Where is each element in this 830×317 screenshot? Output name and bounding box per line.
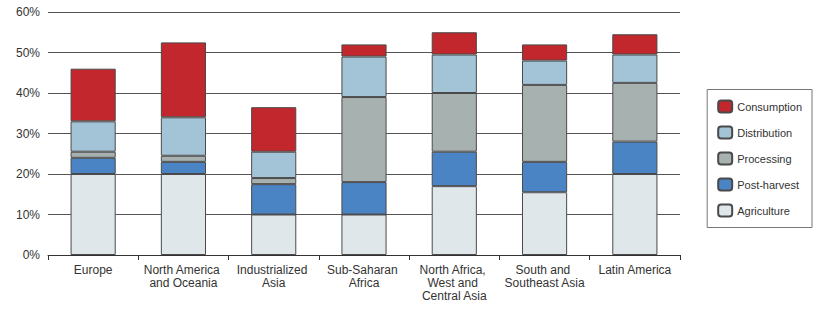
svg-text:40%: 40% [16,86,40,100]
svg-text:Distribution: Distribution [737,127,792,139]
svg-text:50%: 50% [16,46,40,60]
svg-text:North Africa,: North Africa, [420,263,489,277]
svg-text:Industrialized: Industrialized [237,263,311,277]
svg-text:South and: South and [516,263,574,277]
svg-text:Processing: Processing [737,153,791,165]
svg-text:and Oceania: and Oceania [149,276,217,290]
svg-text:West and: West and [427,276,481,290]
svg-text:Sub-Saharan: Sub-Saharan [327,263,401,277]
svg-text:10%: 10% [16,208,40,222]
svg-text:Post-harvest: Post-harvest [737,179,799,191]
svg-text:Asia: Asia [262,276,286,290]
svg-text:Africa: Africa [349,276,380,290]
svg-text:0%: 0% [23,248,41,262]
svg-text:30%: 30% [16,127,40,141]
svg-text:Latin America: Latin America [599,263,672,277]
svg-text:60%: 60% [16,5,40,19]
svg-text:Southeast Asia: Southeast Asia [505,276,585,290]
svg-text:Europe: Europe [74,263,113,277]
svg-text:Agriculture: Agriculture [737,205,790,217]
svg-text:North America: North America [144,263,223,277]
svg-text:Consumption: Consumption [737,101,802,113]
svg-text:20%: 20% [16,167,40,181]
svg-text:Central Asia: Central Asia [422,289,487,303]
